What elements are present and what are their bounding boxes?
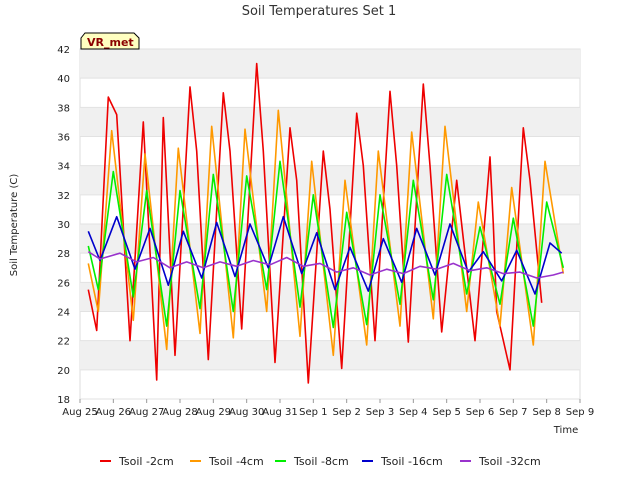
- station-badge-box: [80, 32, 140, 50]
- x-tick-label: Sep 6: [466, 407, 494, 418]
- y-axis-label: Soil Temperature (C): [9, 174, 20, 277]
- x-tick-label: Aug 31: [262, 407, 297, 418]
- y-tick-label: 36: [57, 133, 70, 144]
- x-axis-label: Time: [553, 425, 578, 436]
- x-tick-label: Sep 1: [299, 407, 327, 418]
- x-tick-label: Sep 8: [532, 407, 560, 418]
- x-tick-label: Sep 2: [332, 407, 360, 418]
- x-tick-label: Aug 27: [129, 407, 164, 418]
- y-tick-label: 34: [57, 162, 70, 173]
- x-tick-label: Aug 26: [96, 407, 131, 418]
- x-tick-label: Sep 7: [499, 407, 527, 418]
- legend-label: Tsoil -4cm: [208, 455, 264, 468]
- y-tick-label: 18: [57, 395, 70, 406]
- chart-title: Soil Temperatures Set 1: [242, 4, 397, 19]
- legend-label: Tsoil -32cm: [478, 455, 541, 468]
- y-tick-label: 42: [57, 45, 70, 56]
- y-axis-ticks: 18 20 22 24 26 28 30 32 34 36 38 40 42: [57, 45, 70, 406]
- legend: Tsoil -2cm Tsoil -4cm Tsoil -8cm Tsoil -16c…: [100, 455, 541, 468]
- station-badge-label: VR_met: [87, 36, 134, 49]
- y-tick-label: 40: [57, 74, 70, 85]
- y-tick-label: 26: [57, 278, 70, 289]
- series-line-tsoil-32cm: [87, 251, 564, 279]
- x-tick-label: Aug 29: [196, 407, 231, 418]
- x-tick-label: Sep 9: [566, 407, 594, 418]
- x-tick-label: Aug 28: [162, 407, 197, 418]
- y-tick-label: 28: [57, 249, 70, 260]
- y-tick-label: 22: [57, 337, 70, 348]
- legend-label: Tsoil -8cm: [293, 455, 349, 468]
- grid-band: [80, 165, 580, 195]
- x-tick-label: Sep 3: [366, 407, 394, 418]
- y-tick-label: 30: [57, 220, 70, 231]
- series-line-tsoil-8cm: [87, 160, 565, 329]
- series-lines: [87, 62, 565, 384]
- legend-label: Tsoil -2cm: [118, 455, 174, 468]
- grid-band: [80, 224, 580, 254]
- station-badge: VR_met: [80, 32, 140, 50]
- y-tick-label: 20: [57, 366, 70, 377]
- series-line-tsoil-16cm: [87, 215, 563, 295]
- x-tick-label: Sep 5: [432, 407, 460, 418]
- grid-band: [80, 107, 580, 137]
- grid-band: [80, 340, 580, 370]
- y-tick-label: 24: [57, 308, 70, 319]
- x-tick-label: Aug 30: [229, 407, 264, 418]
- grid-band: [80, 49, 580, 79]
- y-tick-label: 38: [57, 103, 70, 114]
- x-tick-label: Aug 25: [62, 407, 97, 418]
- y-tick-label: 32: [57, 191, 70, 202]
- x-tick-label: Sep 4: [399, 407, 427, 418]
- legend-label: Tsoil -16cm: [380, 455, 443, 468]
- series-line-tsoil-2cm: [87, 62, 543, 384]
